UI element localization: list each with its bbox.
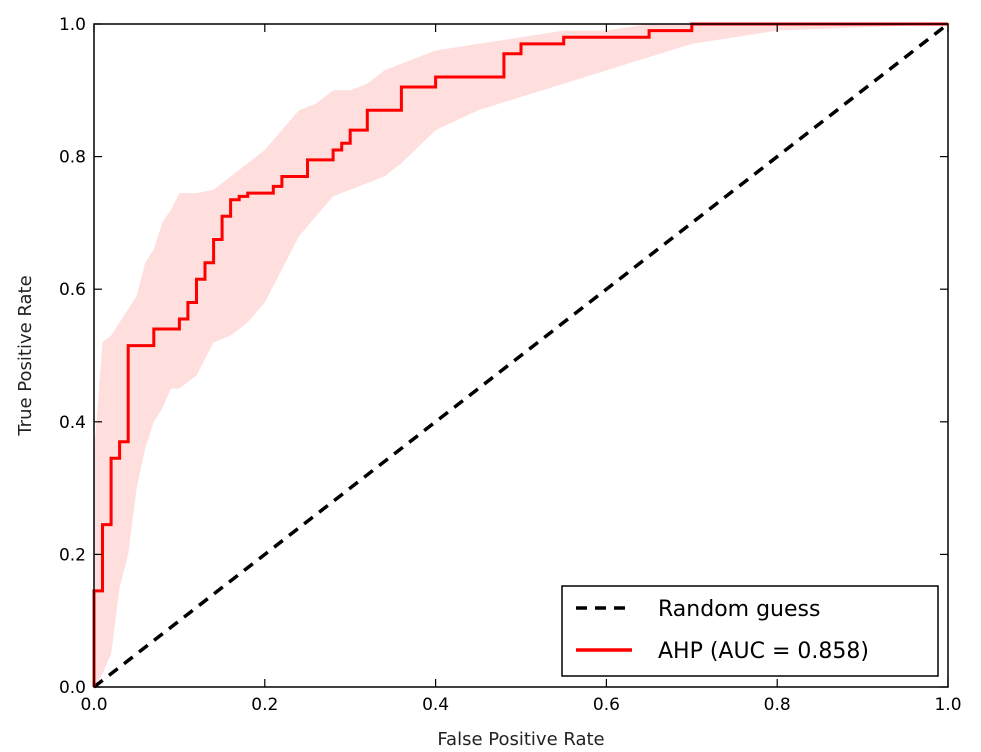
series-line-random-guess bbox=[92, 22, 950, 689]
x-axis-label: False Positive Rate bbox=[437, 729, 604, 750]
y-tick-label: 0.2 bbox=[59, 545, 86, 565]
legend: Random guess AHP (AUC = 0.858) bbox=[561, 585, 939, 677]
confidence-band bbox=[94, 24, 948, 687]
ticks-layer: 0.0 0.2 0.4 0.6 0.8 1.0 0.0 0.2 0.4 0.6 0.8 1.0 bbox=[59, 15, 962, 715]
x-tick-label: 0.4 bbox=[422, 695, 449, 715]
legend-label-random-guess: Random guess bbox=[658, 597, 820, 622]
x-tick-label: 1.0 bbox=[934, 695, 961, 715]
y-tick-label: 0.6 bbox=[59, 280, 86, 300]
series-layer bbox=[92, 22, 950, 689]
y-tick-label: 0.4 bbox=[59, 413, 86, 433]
y-axis-label: True Positive Rate bbox=[15, 275, 36, 436]
y-tick-label: 0.8 bbox=[59, 148, 86, 168]
legend-box bbox=[561, 585, 939, 677]
plot-area-frame bbox=[93, 23, 949, 688]
x-tick-label: 0.2 bbox=[251, 695, 278, 715]
series-line-ahp bbox=[92, 22, 948, 687]
y-tick-label: 0.0 bbox=[59, 678, 86, 698]
x-tick-label: 0.6 bbox=[593, 695, 620, 715]
legend-label-ahp: AHP (AUC = 0.858) bbox=[658, 639, 869, 664]
x-tick-label: 0.0 bbox=[80, 695, 107, 715]
y-tick-label: 1.0 bbox=[59, 15, 86, 35]
confidence-band-layer bbox=[94, 24, 948, 687]
x-tick-label: 0.8 bbox=[764, 695, 791, 715]
